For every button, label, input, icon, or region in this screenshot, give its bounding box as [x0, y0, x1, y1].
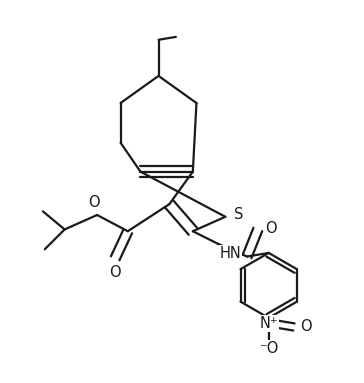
Text: O: O [88, 195, 100, 210]
Text: O: O [300, 319, 312, 334]
Text: ⁻O: ⁻O [259, 341, 278, 356]
Text: N⁺: N⁺ [260, 316, 278, 331]
Text: O: O [108, 265, 120, 280]
Text: S: S [234, 208, 244, 223]
Text: HN: HN [220, 246, 242, 261]
Text: O: O [265, 221, 277, 236]
